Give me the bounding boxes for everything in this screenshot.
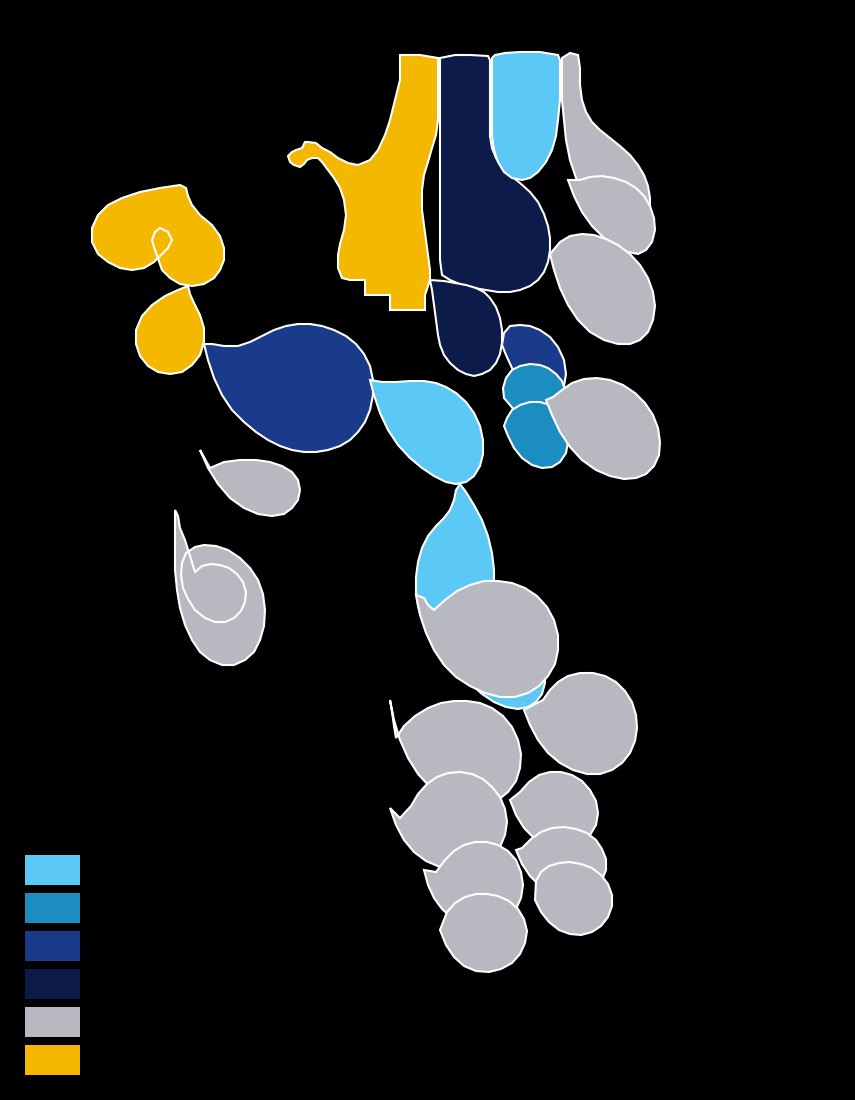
Polygon shape xyxy=(92,185,224,286)
Polygon shape xyxy=(424,842,523,927)
Polygon shape xyxy=(440,55,550,292)
Polygon shape xyxy=(175,510,265,666)
Polygon shape xyxy=(492,52,560,180)
Polygon shape xyxy=(503,364,566,426)
Polygon shape xyxy=(446,634,545,710)
Polygon shape xyxy=(510,772,598,848)
Polygon shape xyxy=(390,700,521,806)
Polygon shape xyxy=(204,324,373,452)
Polygon shape xyxy=(416,484,494,645)
Polygon shape xyxy=(430,280,502,376)
Polygon shape xyxy=(200,450,300,516)
Polygon shape xyxy=(136,286,204,374)
Polygon shape xyxy=(370,379,483,484)
FancyBboxPatch shape xyxy=(25,1006,80,1037)
FancyBboxPatch shape xyxy=(25,931,80,961)
FancyBboxPatch shape xyxy=(25,969,80,999)
FancyBboxPatch shape xyxy=(25,855,80,886)
FancyBboxPatch shape xyxy=(25,893,80,923)
Polygon shape xyxy=(524,673,637,774)
Polygon shape xyxy=(416,581,558,697)
Polygon shape xyxy=(502,324,566,398)
Polygon shape xyxy=(440,894,527,972)
Polygon shape xyxy=(390,772,507,870)
Polygon shape xyxy=(504,402,568,468)
Polygon shape xyxy=(288,55,438,310)
Polygon shape xyxy=(562,53,650,232)
Polygon shape xyxy=(546,378,660,478)
Polygon shape xyxy=(535,862,612,935)
Polygon shape xyxy=(516,827,606,896)
Polygon shape xyxy=(550,234,655,344)
Polygon shape xyxy=(568,176,655,254)
FancyBboxPatch shape xyxy=(25,1045,80,1075)
